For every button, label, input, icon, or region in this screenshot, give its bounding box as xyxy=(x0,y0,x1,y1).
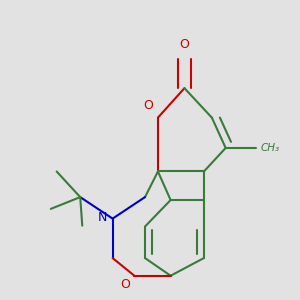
Text: O: O xyxy=(179,38,189,51)
Text: O: O xyxy=(144,99,154,112)
Text: O: O xyxy=(120,278,130,291)
Text: CH₃: CH₃ xyxy=(260,143,280,153)
Text: N: N xyxy=(98,211,107,224)
